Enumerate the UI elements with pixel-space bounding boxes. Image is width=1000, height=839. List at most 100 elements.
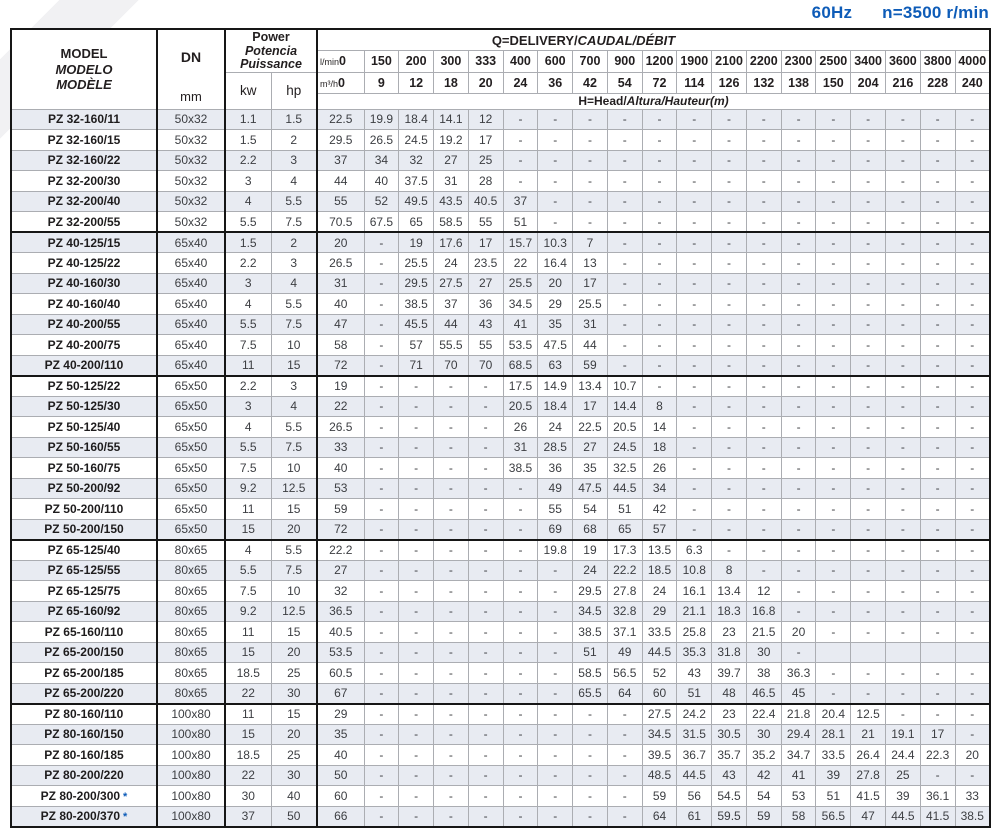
dn-cell: 80x65 <box>156 559 226 581</box>
kw-cell: 30 <box>224 785 272 807</box>
head-value-cell: - <box>572 744 608 766</box>
table-row: PZ 32-200/30 50x32 3 4 44 40 37.5 31 28- - - - - - - - -… <box>10 170 991 192</box>
table-row: PZ 40-200/55 65x40 5.5 7.5 47-45.5 44 43 41 35 31… <box>10 313 991 335</box>
head-value-cell: - <box>676 211 713 233</box>
table-row: PZ 40-200/110 65x40 11 15 72-71 70 70 68.5 63 59-… <box>10 354 991 376</box>
flow-lmin-header: 2500 <box>815 50 852 73</box>
head-value-cell: 53.5 <box>316 641 365 663</box>
head-value-cell: 71 <box>398 354 435 376</box>
head-value-cell: 44.5 <box>884 805 921 827</box>
head-value-cell: 35.2 <box>745 744 782 766</box>
head-value-cell: - <box>398 764 435 786</box>
table-row: PZ 50-200/150 65x50 15 20 72- - - - -69 68 65 57- - -… <box>10 518 991 540</box>
head-value-cell: - <box>815 416 852 438</box>
head-value-cell: 31 <box>572 313 608 335</box>
head-value-cell: - <box>850 416 886 438</box>
head-value-cell: 36.5 <box>316 600 365 622</box>
model-cell: PZ 50-125/40 <box>10 416 158 438</box>
head-value-cell: 59.5 <box>711 805 747 827</box>
flow-lmin-header: 1200 <box>641 50 678 73</box>
head-value-cell: - <box>467 477 504 499</box>
flow-lmin-row: l/min0 150 200 300 333 400 600 700 900 1200 1900 2… <box>11 50 991 73</box>
head-value-cell: - <box>745 538 782 561</box>
head-value-cell: - <box>711 416 747 438</box>
head-value-cell: - <box>711 538 747 561</box>
head-value-cell: - <box>745 334 782 356</box>
head-value-cell: 19.1 <box>884 723 921 745</box>
head-value-cell: 24.4 <box>884 744 921 766</box>
kw-cell: 1.5 <box>224 231 272 253</box>
head-value-cell: - <box>433 702 469 725</box>
dn-cell: 65x40 <box>156 354 226 376</box>
hp-cell: 15 <box>270 702 318 725</box>
head-value-cell: - <box>467 764 504 786</box>
head-value-cell: - <box>711 334 747 356</box>
head-value-cell: 27 <box>316 559 365 581</box>
head-value-cell: - <box>884 313 921 335</box>
head-value-cell: 18 <box>641 436 678 458</box>
head-value-cell: 31 <box>502 436 539 458</box>
head-value-cell: 56.5 <box>815 805 852 827</box>
kw-cell: 15 <box>224 518 272 540</box>
head-value-cell: - <box>363 354 400 376</box>
head-value-cell: 28.1 <box>815 723 852 745</box>
head-value-cell: - <box>363 457 400 479</box>
hp-cell: 15 <box>270 621 318 643</box>
flow-lmin-header: 200 <box>398 50 435 73</box>
head-value-cell: 29.4 <box>780 723 817 745</box>
head-value-cell: - <box>745 252 782 274</box>
head-value-cell: 49.5 <box>398 190 435 212</box>
head-value-cell: - <box>433 600 469 622</box>
head-value-cell: - <box>398 641 435 663</box>
head-value-cell: 67.5 <box>363 211 400 233</box>
head-value-cell: - <box>502 149 539 171</box>
head-value-cell: - <box>711 457 747 479</box>
head-value-cell: - <box>919 682 956 704</box>
hp-cell: 7.5 <box>270 211 318 233</box>
head-value-cell: - <box>919 416 956 438</box>
head-value-cell: - <box>676 170 713 192</box>
head-value-cell: - <box>954 395 991 417</box>
dn-cell: 50x32 <box>156 149 226 171</box>
head-value-cell: 59 <box>316 498 365 520</box>
hp-cell: 5.5 <box>270 293 318 315</box>
head-value-cell: - <box>850 252 886 274</box>
head-value-cell: - <box>954 600 991 622</box>
head-value-cell: - <box>884 170 921 192</box>
head-value-cell: 18.4 <box>398 108 435 130</box>
head-value-cell: 41.5 <box>919 805 956 827</box>
head-value-cell: - <box>780 272 817 294</box>
head-value-cell: - <box>884 436 921 458</box>
head-value-cell: - <box>954 559 991 581</box>
head-value-cell: - <box>884 559 921 581</box>
head-value-cell: 24.2 <box>676 702 713 725</box>
head-value-cell: 29.5 <box>316 129 365 151</box>
flow-lmin-header: 4000 <box>954 50 991 73</box>
head-value-cell: - <box>850 395 886 417</box>
head-value-cell: 19 <box>398 231 435 253</box>
head-value-cell: - <box>398 621 435 643</box>
head-value-cell: 31.8 <box>711 641 747 663</box>
head-value-cell: - <box>641 108 678 130</box>
head-value-cell: - <box>780 231 817 253</box>
head-value-cell: 32 <box>316 580 365 602</box>
head-value-cell: 17.6 <box>433 231 469 253</box>
head-value-cell: - <box>884 149 921 171</box>
head-value-cell: 19.8 <box>537 538 574 561</box>
model-cell: PZ 50-125/30 <box>10 395 158 417</box>
head-value-cell: - <box>954 682 991 704</box>
head-value-cell: - <box>676 252 713 274</box>
model-header-es: MODELO <box>55 61 113 77</box>
head-value-cell: 48 <box>711 682 747 704</box>
model-cell: PZ 50-125/22 <box>10 374 158 397</box>
head-value-cell: - <box>502 764 539 786</box>
head-value-cell: - <box>745 395 782 417</box>
head-value-cell: 24 <box>537 416 574 438</box>
head-value-cell: 17 <box>572 395 608 417</box>
asterisk-mark: * <box>123 811 128 823</box>
head-value-cell: - <box>467 723 504 745</box>
head-value-cell: - <box>745 436 782 458</box>
hp-cell: 5.5 <box>270 538 318 561</box>
table-row: PZ 65-125/40 80x65 4 5.5 22.2- - - - -19.8 19 17.3… <box>10 538 991 561</box>
head-value-cell: 40 <box>316 744 365 766</box>
